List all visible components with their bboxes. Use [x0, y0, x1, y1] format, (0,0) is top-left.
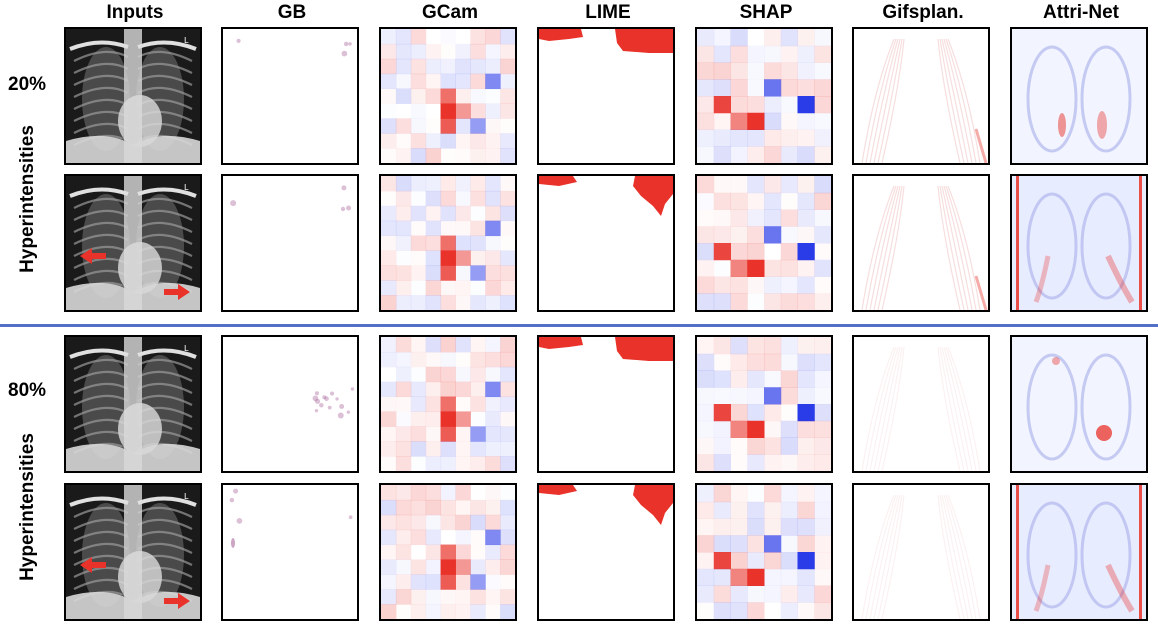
header-gifsplan: Gifsplan.: [882, 2, 964, 23]
header-shap: SHAP: [739, 2, 793, 23]
panel-shap-row-4: [695, 483, 833, 621]
arrow-marker: [164, 593, 190, 609]
panel-gcam-row-1: [379, 27, 517, 165]
panel-input-row-4: L: [64, 483, 202, 621]
svg-text:L: L: [184, 492, 189, 501]
group-80-label: Hyperintensities: [17, 433, 38, 581]
panel-attri-net-row-1: [1010, 27, 1148, 165]
panel-lime-row-4: [537, 483, 675, 621]
panel-attri-net-row-4: [1010, 483, 1148, 621]
panel-lime-row-3: [537, 335, 675, 473]
panel-gifsplan-row-4: [852, 483, 990, 621]
panel-gifsplan-row-3: [852, 335, 990, 473]
header-inputs: Inputs: [106, 2, 164, 23]
panel-shap-row-3: [695, 335, 833, 473]
arrow-marker: [164, 284, 190, 300]
panel-gifsplan-row-2: [852, 174, 990, 312]
panel-attri-net-row-3: [1010, 335, 1148, 473]
group-divider: [0, 324, 1158, 327]
panel-shap-row-1: [695, 27, 833, 165]
header-attri-net: Attri-Net: [1043, 2, 1119, 23]
panel-lime-row-2: [537, 174, 675, 312]
panel-gcam-row-4: [379, 483, 517, 621]
panel-gb-row-4: [221, 483, 359, 621]
svg-text:L: L: [184, 344, 189, 353]
svg-text:L: L: [184, 36, 189, 45]
panel-gifsplan-row-1: [852, 27, 990, 165]
panel-input-row-3: L: [64, 335, 202, 473]
arrow-marker: [80, 557, 106, 573]
panel-input-row-2: L: [64, 174, 202, 312]
panel-gcam-row-2: [379, 174, 517, 312]
svg-text:L: L: [184, 183, 189, 192]
panel-lime-row-1: [537, 27, 675, 165]
panel-gb-row-1: [221, 27, 359, 165]
panel-gb-row-2: [221, 174, 359, 312]
panel-attri-net-row-2: [1010, 174, 1148, 312]
panel-gb-row-3: [221, 335, 359, 473]
header-lime: LIME: [585, 2, 631, 23]
group-20-percent: 20%: [8, 74, 47, 95]
panel-shap-row-2: [695, 174, 833, 312]
header-gcam: GCam: [422, 2, 478, 23]
header-gb: GB: [277, 2, 307, 23]
arrow-marker: [80, 248, 106, 264]
group-80-percent: 80%: [8, 380, 47, 401]
panel-gcam-row-3: [379, 335, 517, 473]
panel-input-row-1: L: [64, 27, 202, 165]
group-20-label: Hyperintensities: [17, 125, 38, 273]
